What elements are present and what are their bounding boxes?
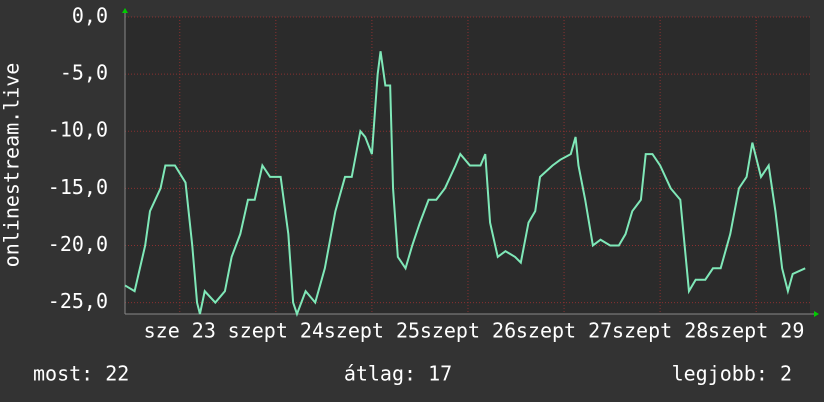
data-line bbox=[124, 51, 806, 317]
y-tick-label: -20,0 bbox=[48, 232, 108, 256]
y-tick-label: -25,0 bbox=[48, 289, 108, 313]
y-tick-label: 0,0 bbox=[72, 4, 108, 28]
y-tick-label: -10,0 bbox=[48, 118, 108, 142]
y-tick-label: -5,0 bbox=[60, 61, 108, 85]
axis-arrow bbox=[814, 311, 819, 317]
x-tick-label: szept 26 bbox=[420, 319, 516, 343]
x-tick-label: sze 23 bbox=[144, 319, 216, 343]
stat-text: átlag: 17 bbox=[344, 362, 452, 386]
x-tick-label: szept 27 bbox=[516, 319, 612, 343]
x-tick-label: szept 28 bbox=[612, 319, 708, 343]
x-tick-label: szept 29 bbox=[708, 319, 804, 343]
x-tick-label: szept 24 bbox=[228, 319, 324, 343]
plot-area bbox=[125, 17, 810, 314]
stat-text: legjobb: 2 bbox=[672, 362, 792, 386]
axis-arrow bbox=[122, 8, 128, 13]
stat-text: most: 22 bbox=[33, 362, 129, 386]
y-axis-label: onlinestream.live bbox=[0, 63, 24, 268]
x-tick-label: szept 25 bbox=[324, 319, 420, 343]
y-tick-label: -15,0 bbox=[48, 175, 108, 199]
